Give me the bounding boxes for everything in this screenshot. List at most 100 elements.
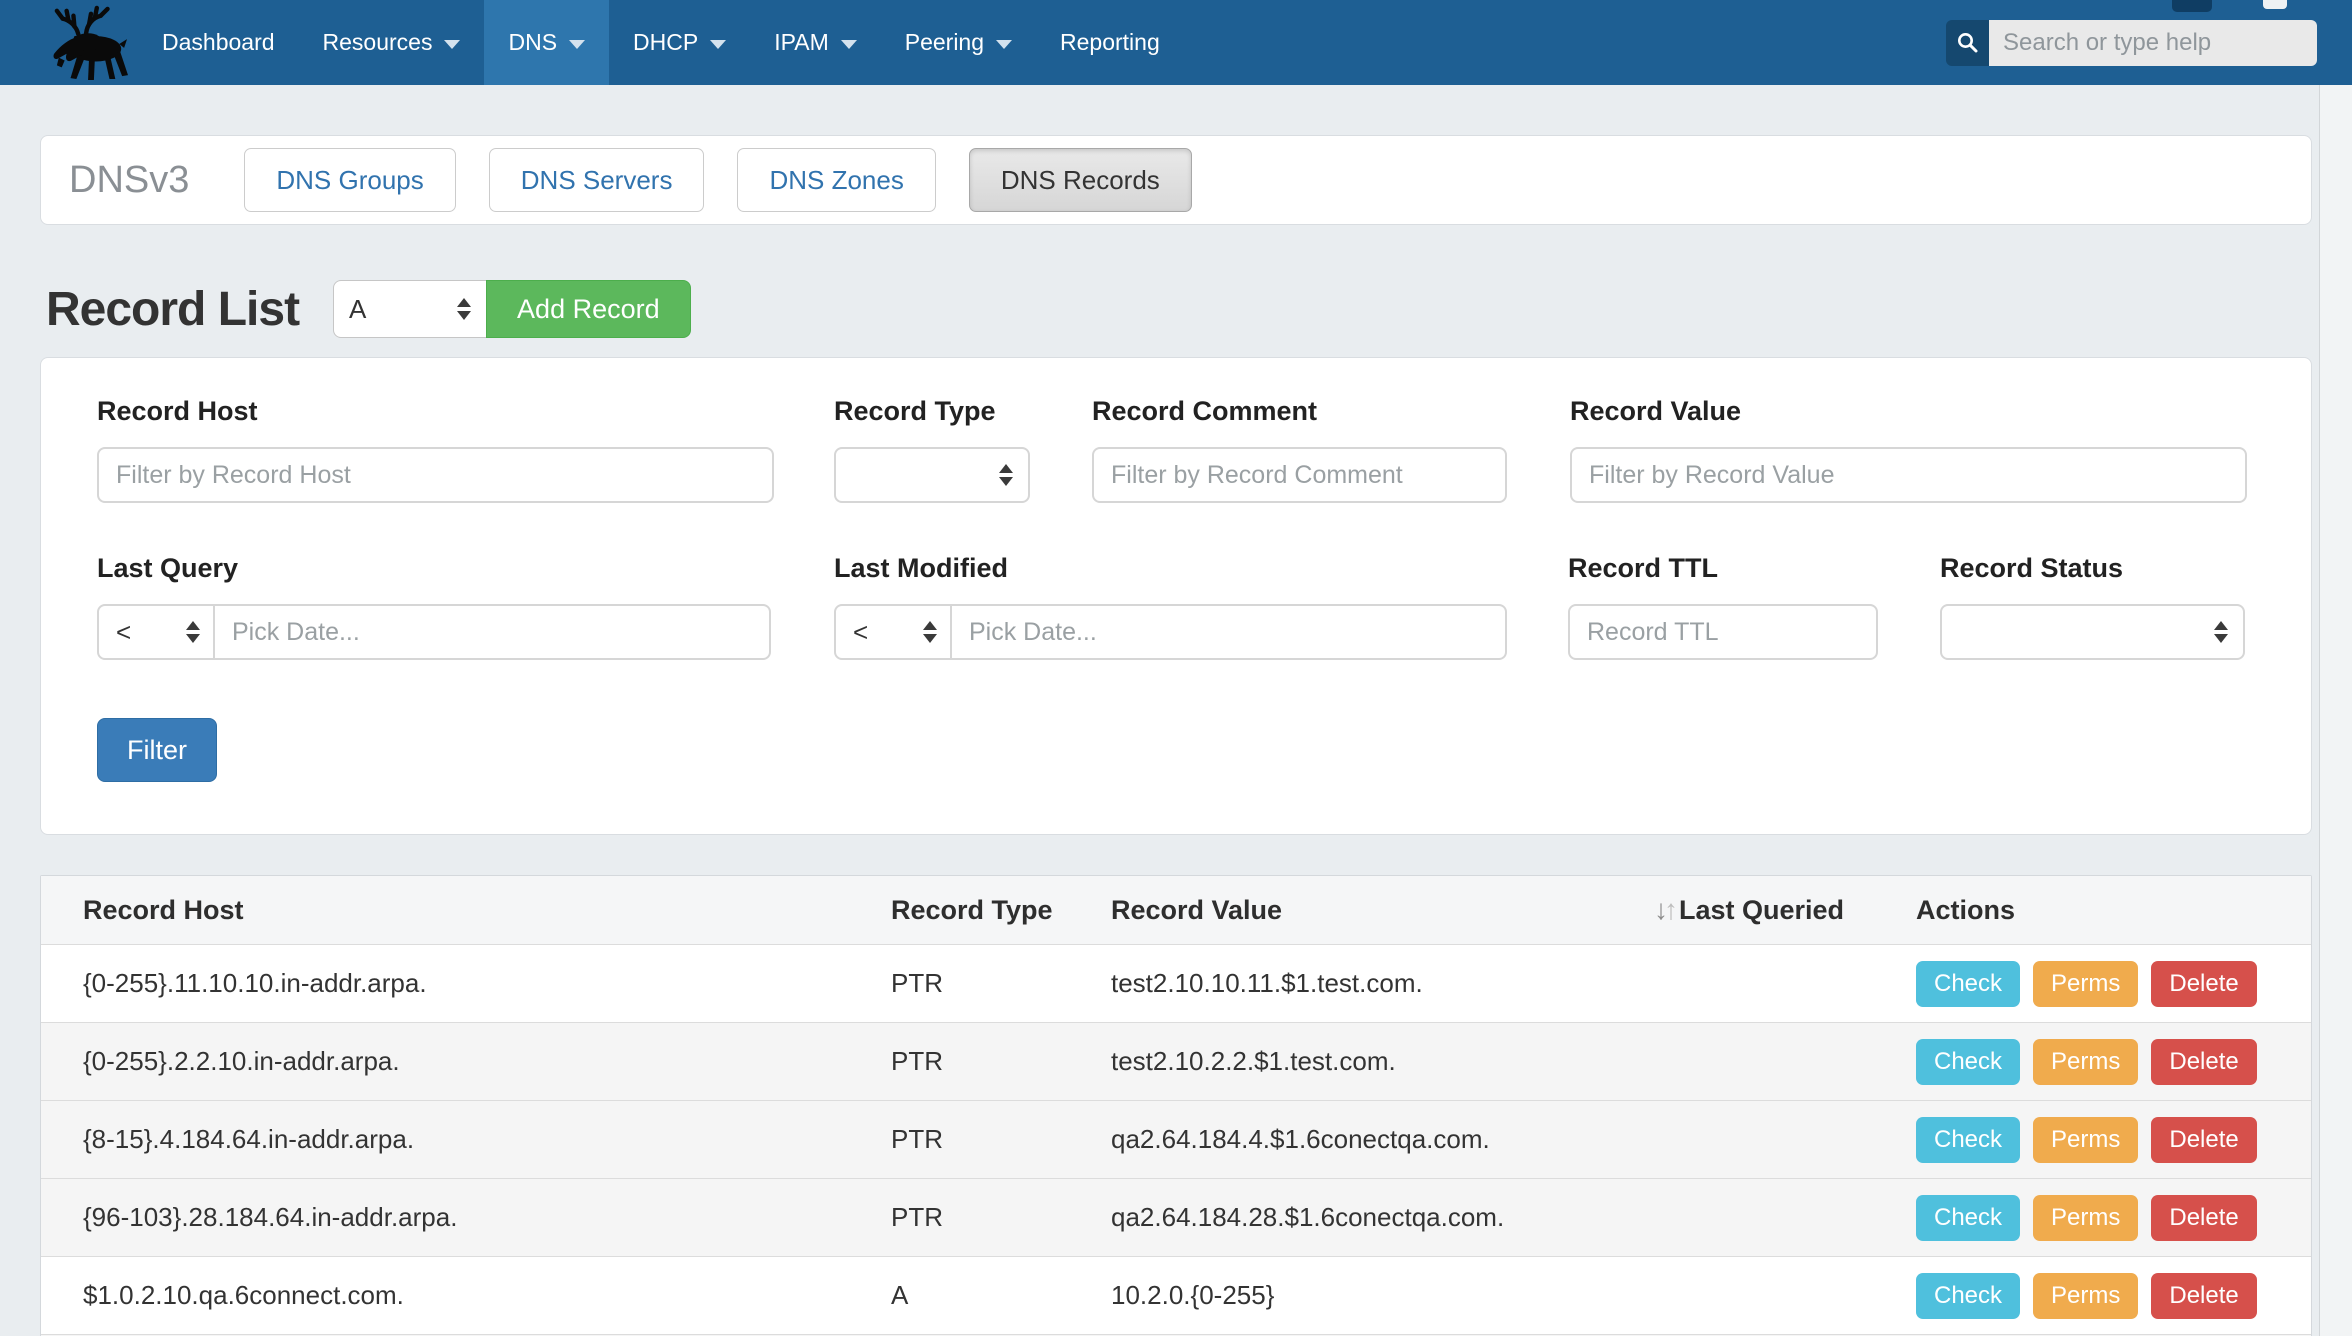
select-stepper-icon	[457, 298, 471, 320]
record-host-cell: {0-255}.11.10.10.in-addr.arpa.	[83, 968, 891, 999]
select-stepper-icon	[2214, 621, 2228, 643]
actions-cell: Check Perms Delete	[1916, 1273, 2311, 1319]
nav-item-dhcp[interactable]: DHCP	[609, 0, 750, 85]
last-query-label: Last Query	[97, 553, 771, 584]
dnsv3-label: DNSv3	[69, 159, 189, 202]
perms-button[interactable]: Perms	[2033, 1117, 2138, 1163]
record-value-cell: test2.10.10.11.$1.test.com.	[1111, 968, 1654, 999]
brand-logo[interactable]	[44, 0, 136, 85]
nav-item-resources[interactable]: Resources	[299, 0, 485, 85]
column-header-record-value[interactable]: Record Value	[1111, 895, 1654, 926]
nav-item-reporting[interactable]: Reporting	[1036, 0, 1184, 85]
record-value-cell: test2.10.2.2.$1.test.com.	[1111, 1046, 1654, 1077]
last-modified-operator-select[interactable]: <	[834, 604, 952, 660]
record-host-cell: $1.0.2.10.qa.6connect.com.	[83, 1280, 891, 1311]
sort-icon[interactable]: ↓↑	[1654, 894, 1674, 926]
check-button[interactable]: Check	[1916, 1117, 2020, 1163]
record-host-filter-input[interactable]	[97, 447, 774, 503]
subnav-button-dns-records[interactable]: DNS Records	[969, 148, 1192, 212]
filter-row-2: Last Query < Last Modified <	[97, 553, 2255, 660]
record-type-cell: PTR	[891, 968, 1111, 999]
chevron-down-icon	[841, 40, 857, 49]
record-ttl-filter-input[interactable]	[1568, 604, 1878, 660]
last-query-operator-select[interactable]: <	[97, 604, 215, 660]
nav-item-dashboard[interactable]: Dashboard	[138, 0, 299, 85]
page-title: Record List	[46, 282, 299, 337]
delete-button[interactable]: Delete	[2151, 1039, 2256, 1085]
last-modified-operator-value: <	[853, 617, 868, 648]
delete-button[interactable]: Delete	[2151, 1117, 2256, 1163]
nav-item-dns[interactable]: DNS	[484, 0, 609, 85]
column-header-actions: Actions	[1916, 895, 2311, 926]
actions-cell: Check Perms Delete	[1916, 1039, 2311, 1085]
column-header-record-type[interactable]: Record Type	[891, 895, 1111, 926]
nav-item-ipam[interactable]: IPAM	[750, 0, 881, 85]
global-search	[1946, 20, 2317, 66]
record-value-filter-input[interactable]	[1570, 447, 2247, 503]
column-header-record-host[interactable]: Record Host	[83, 895, 891, 926]
column-header-last-queried[interactable]: ↓↑ Last Queried	[1654, 894, 1916, 926]
delete-button[interactable]: Delete	[2151, 1273, 2256, 1319]
record-host-cell: {8-15}.4.184.64.in-addr.arpa.	[83, 1124, 891, 1155]
filter-submit-button[interactable]: Filter	[97, 718, 217, 782]
subnav-button-dns-groups[interactable]: DNS Groups	[244, 148, 455, 212]
record-type-cell: PTR	[891, 1046, 1111, 1077]
subnav-button-dns-servers[interactable]: DNS Servers	[489, 148, 705, 212]
record-value-cell: 10.2.0.{0-255}	[1111, 1280, 1654, 1311]
moose-logo	[44, 5, 136, 81]
table-row: {8-15}.4.184.64.in-addr.arpa.PTRqa2.64.1…	[41, 1100, 2311, 1178]
record-value-cell: qa2.64.184.28.$1.6conectqa.com.	[1111, 1202, 1654, 1233]
record-type-label: Record Type	[834, 396, 1030, 427]
record-type-add-select[interactable]: A	[333, 280, 487, 338]
perms-button[interactable]: Perms	[2033, 1039, 2138, 1085]
record-host-cell: {96-103}.28.184.64.in-addr.arpa.	[83, 1202, 891, 1233]
perms-button[interactable]: Perms	[2033, 1195, 2138, 1241]
chevron-down-icon	[996, 40, 1012, 49]
nav-item-peering[interactable]: Peering	[881, 0, 1036, 85]
dnsv3-toolbar: DNSv3 DNS GroupsDNS ServersDNS ZonesDNS …	[40, 135, 2312, 225]
add-record-button[interactable]: Add Record	[486, 280, 691, 338]
table-row: {0-255}.2.2.10.in-addr.arpa.PTRtest2.10.…	[41, 1022, 2311, 1100]
table-row: {0-255}.11.10.10.in-addr.arpa.PTRtest2.1…	[41, 944, 2311, 1022]
search-icon[interactable]	[1946, 20, 1989, 66]
record-type-add-value: A	[349, 294, 366, 325]
last-query-operator-value: <	[116, 617, 131, 648]
record-comment-filter-input[interactable]	[1092, 447, 1507, 503]
record-host-cell: {0-255}.2.2.10.in-addr.arpa.	[83, 1046, 891, 1077]
search-input[interactable]	[1989, 20, 2317, 66]
subnav-button-dns-zones[interactable]: DNS Zones	[737, 148, 935, 212]
record-type-filter-select[interactable]	[834, 447, 1030, 503]
last-modified-date-input[interactable]	[952, 604, 1507, 660]
check-button[interactable]: Check	[1916, 1195, 2020, 1241]
record-type-cell: PTR	[891, 1124, 1111, 1155]
table-header-row: Record Host Record Type Record Value ↓↑ …	[41, 876, 2311, 944]
top-navbar: DashboardResourcesDNSDHCPIPAMPeeringRepo…	[0, 0, 2352, 85]
cutoff-element-light	[2263, 0, 2287, 9]
filter-row-1: Record Host Record Type Record Comment R…	[97, 396, 2255, 503]
check-button[interactable]: Check	[1916, 961, 2020, 1007]
chevron-down-icon	[569, 40, 585, 49]
table-row: {96-103}.28.184.64.in-addr.arpa.PTRqa2.6…	[41, 1178, 2311, 1256]
last-modified-label: Last Modified	[834, 553, 1507, 584]
record-status-label: Record Status	[1940, 553, 2245, 584]
page-scrollbar[interactable]	[2319, 85, 2352, 1336]
cutoff-element-dark	[2172, 0, 2212, 12]
record-value-label: Record Value	[1570, 396, 2247, 427]
check-button[interactable]: Check	[1916, 1273, 2020, 1319]
check-button[interactable]: Check	[1916, 1039, 2020, 1085]
actions-cell: Check Perms Delete	[1916, 1195, 2311, 1241]
last-query-date-input[interactable]	[215, 604, 771, 660]
actions-cell: Check Perms Delete	[1916, 1117, 2311, 1163]
chevron-down-icon	[710, 40, 726, 49]
record-comment-label: Record Comment	[1092, 396, 1507, 427]
delete-button[interactable]: Delete	[2151, 961, 2256, 1007]
record-host-label: Record Host	[97, 396, 774, 427]
perms-button[interactable]: Perms	[2033, 961, 2138, 1007]
delete-button[interactable]: Delete	[2151, 1195, 2256, 1241]
record-status-filter-select[interactable]	[1940, 604, 2245, 660]
nav-menu: DashboardResourcesDNSDHCPIPAMPeeringRepo…	[138, 0, 1184, 85]
perms-button[interactable]: Perms	[2033, 1273, 2138, 1319]
dns-section-buttons: DNS Groups DNS Servers DNS Zones DNS Record…	[244, 148, 1224, 212]
records-table: Record Host Record Type Record Value ↓↑ …	[40, 875, 2312, 1336]
record-value-cell: qa2.64.184.4.$1.6conectqa.com.	[1111, 1124, 1654, 1155]
